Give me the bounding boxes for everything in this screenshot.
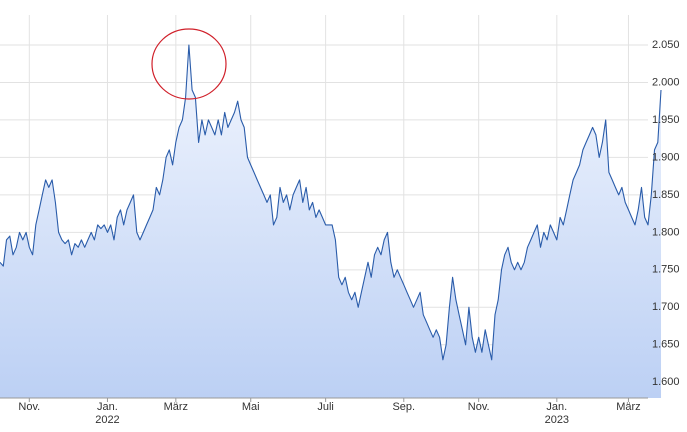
x-tick-label: Jan. 2022: [95, 401, 119, 426]
x-tick-label: Sep.: [392, 401, 415, 413]
y-tick-label: 1.650: [652, 339, 680, 351]
x-tick-label: Juli: [317, 401, 334, 413]
y-tick-label: 2.050: [652, 39, 680, 51]
y-tick-label: 1.950: [652, 114, 680, 126]
x-tick-label: Nov.: [18, 401, 40, 413]
price-line: [0, 44, 662, 361]
x-tick-label: Mai: [242, 401, 260, 413]
x-tick-label: Nov.: [468, 401, 490, 413]
x-tick-label: März: [164, 401, 188, 413]
highlight-circle: [151, 28, 227, 100]
y-tick-label: 1.800: [652, 226, 680, 238]
y-tick-label: 1.600: [652, 376, 680, 388]
y-tick-label: 1.850: [652, 189, 680, 201]
y-tick-label: 1.700: [652, 301, 680, 313]
y-tick-label: 1.750: [652, 264, 680, 276]
y-tick-label: 2.000: [652, 76, 680, 88]
x-tick-label: Jan. 2023: [545, 401, 569, 426]
area: [0, 45, 662, 398]
y-tick-label: 1.900: [652, 151, 680, 163]
x-tick-label: März: [616, 401, 640, 413]
